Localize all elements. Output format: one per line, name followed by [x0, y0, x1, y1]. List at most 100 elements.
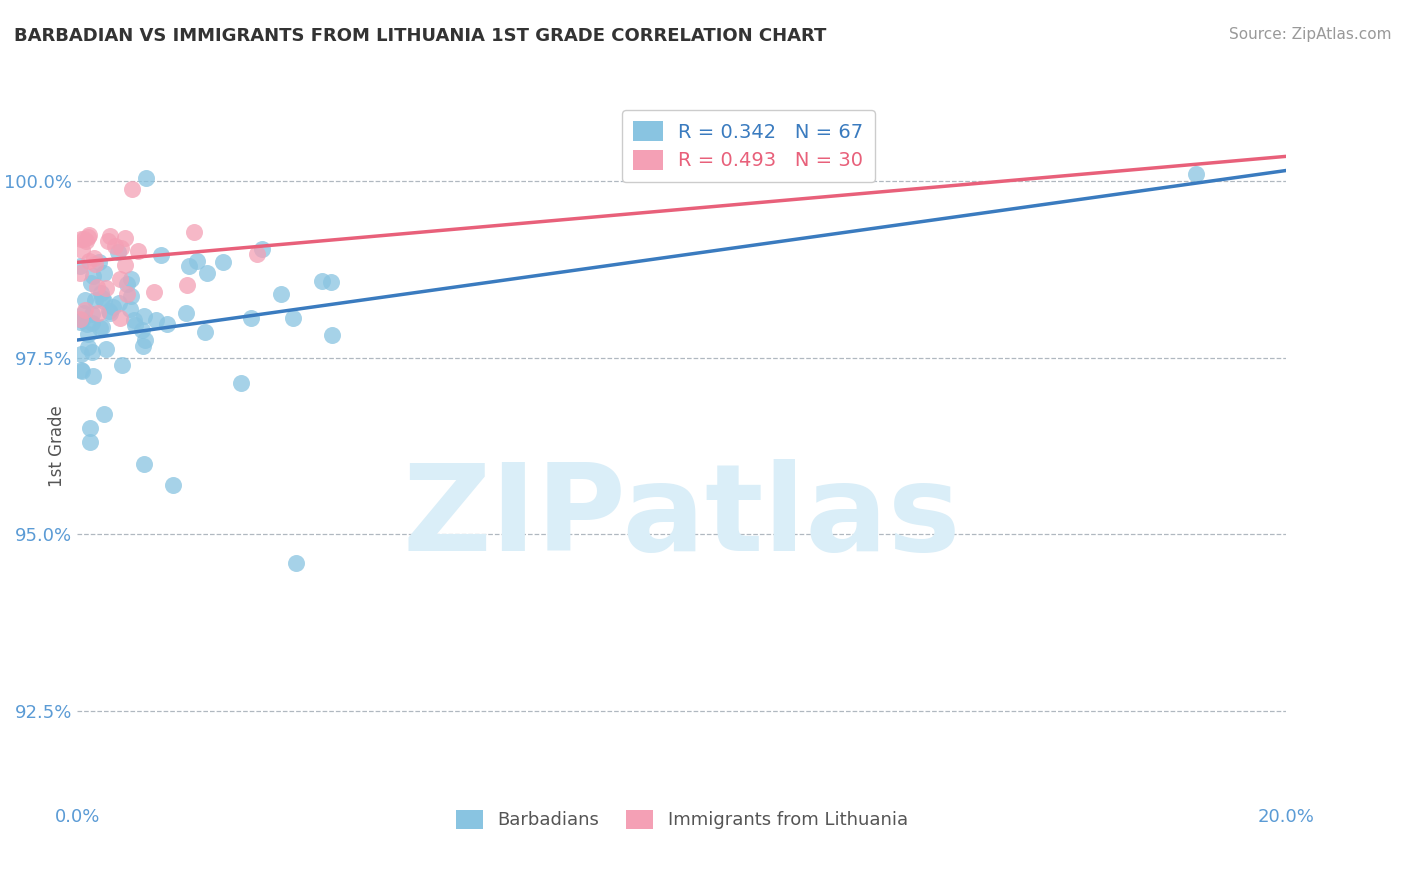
Point [120, 289, 142, 303]
Point [212, 255, 235, 269]
Point [142, 285, 165, 300]
Point [91, 319, 114, 334]
Point [75, 302, 97, 317]
Point [176, 278, 198, 293]
Point [104, 239, 127, 253]
Point [110, 241, 132, 255]
Text: BARBADIAN VS IMMIGRANTS FROM LITHUANIA 1ST GRADE CORRELATION CHART: BARBADIAN VS IMMIGRANTS FROM LITHUANIA 1… [14, 27, 827, 45]
Point [76, 317, 98, 331]
Point [70, 232, 93, 246]
Point [72, 232, 94, 246]
Point [69, 259, 91, 273]
Point [82, 269, 104, 284]
Point [72, 243, 94, 257]
Point [69, 312, 91, 326]
Text: ZIPatlas: ZIPatlas [402, 458, 962, 576]
Point [149, 248, 172, 262]
Point [108, 296, 131, 310]
Point [77, 254, 100, 268]
Point [84, 257, 107, 271]
Point [98, 303, 121, 318]
Point [87, 254, 110, 268]
Point [240, 311, 263, 326]
Point [94, 343, 117, 357]
Point [194, 325, 217, 339]
Point [107, 245, 129, 260]
Point [108, 271, 131, 285]
Point [75, 234, 97, 248]
Point [183, 225, 205, 239]
Point [77, 341, 100, 355]
Point [70, 313, 93, 327]
Point [100, 306, 122, 320]
Point [270, 287, 292, 301]
Point [114, 258, 136, 272]
Point [91, 291, 114, 305]
Point [90, 285, 112, 300]
Point [83, 293, 105, 307]
Point [321, 327, 343, 342]
Point [281, 311, 304, 326]
Point [127, 244, 149, 259]
Point [69, 266, 91, 280]
Point [93, 266, 115, 280]
Point [115, 277, 138, 291]
Point [97, 234, 120, 248]
Point [73, 293, 96, 307]
Point [82, 369, 104, 384]
Point [86, 280, 108, 294]
Point [94, 281, 117, 295]
Point [174, 306, 197, 320]
Point [177, 260, 200, 274]
Point [87, 305, 110, 319]
Point [93, 407, 115, 421]
Point [108, 310, 131, 325]
Point [1185, 167, 1208, 181]
Point [80, 276, 103, 290]
Point [121, 181, 143, 195]
Point [98, 229, 121, 244]
Point [93, 293, 115, 308]
Point [135, 170, 157, 185]
Y-axis label: 1st Grade: 1st Grade [48, 405, 66, 487]
Point [132, 309, 155, 323]
Point [69, 315, 91, 329]
Point [284, 556, 307, 570]
Point [132, 457, 155, 471]
Point [89, 321, 111, 335]
Point [69, 347, 91, 361]
Point [80, 344, 103, 359]
Point [82, 316, 104, 330]
Point [83, 251, 105, 265]
Point [311, 274, 333, 288]
Point [77, 326, 100, 341]
Point [186, 254, 208, 268]
Point [79, 421, 101, 435]
Point [122, 312, 145, 326]
Point [69, 363, 91, 377]
Point [156, 317, 179, 331]
Point [115, 287, 138, 301]
Point [131, 323, 153, 337]
Point [73, 305, 96, 319]
Point [246, 247, 269, 261]
Point [110, 358, 132, 372]
Point [124, 318, 146, 332]
Point [77, 228, 100, 243]
Point [252, 242, 274, 256]
Point [134, 333, 156, 347]
Point [195, 267, 218, 281]
Point [229, 376, 252, 390]
Point [77, 229, 100, 244]
Point [120, 271, 142, 285]
Legend: Barbadians, Immigrants from Lithuania: Barbadians, Immigrants from Lithuania [449, 803, 915, 837]
Point [70, 364, 93, 378]
Point [132, 339, 155, 353]
Point [114, 231, 136, 245]
Text: Source: ZipAtlas.com: Source: ZipAtlas.com [1229, 27, 1392, 42]
Point [79, 435, 101, 450]
Point [145, 312, 167, 326]
Point [80, 308, 103, 322]
Point [162, 478, 184, 492]
Point [118, 301, 141, 316]
